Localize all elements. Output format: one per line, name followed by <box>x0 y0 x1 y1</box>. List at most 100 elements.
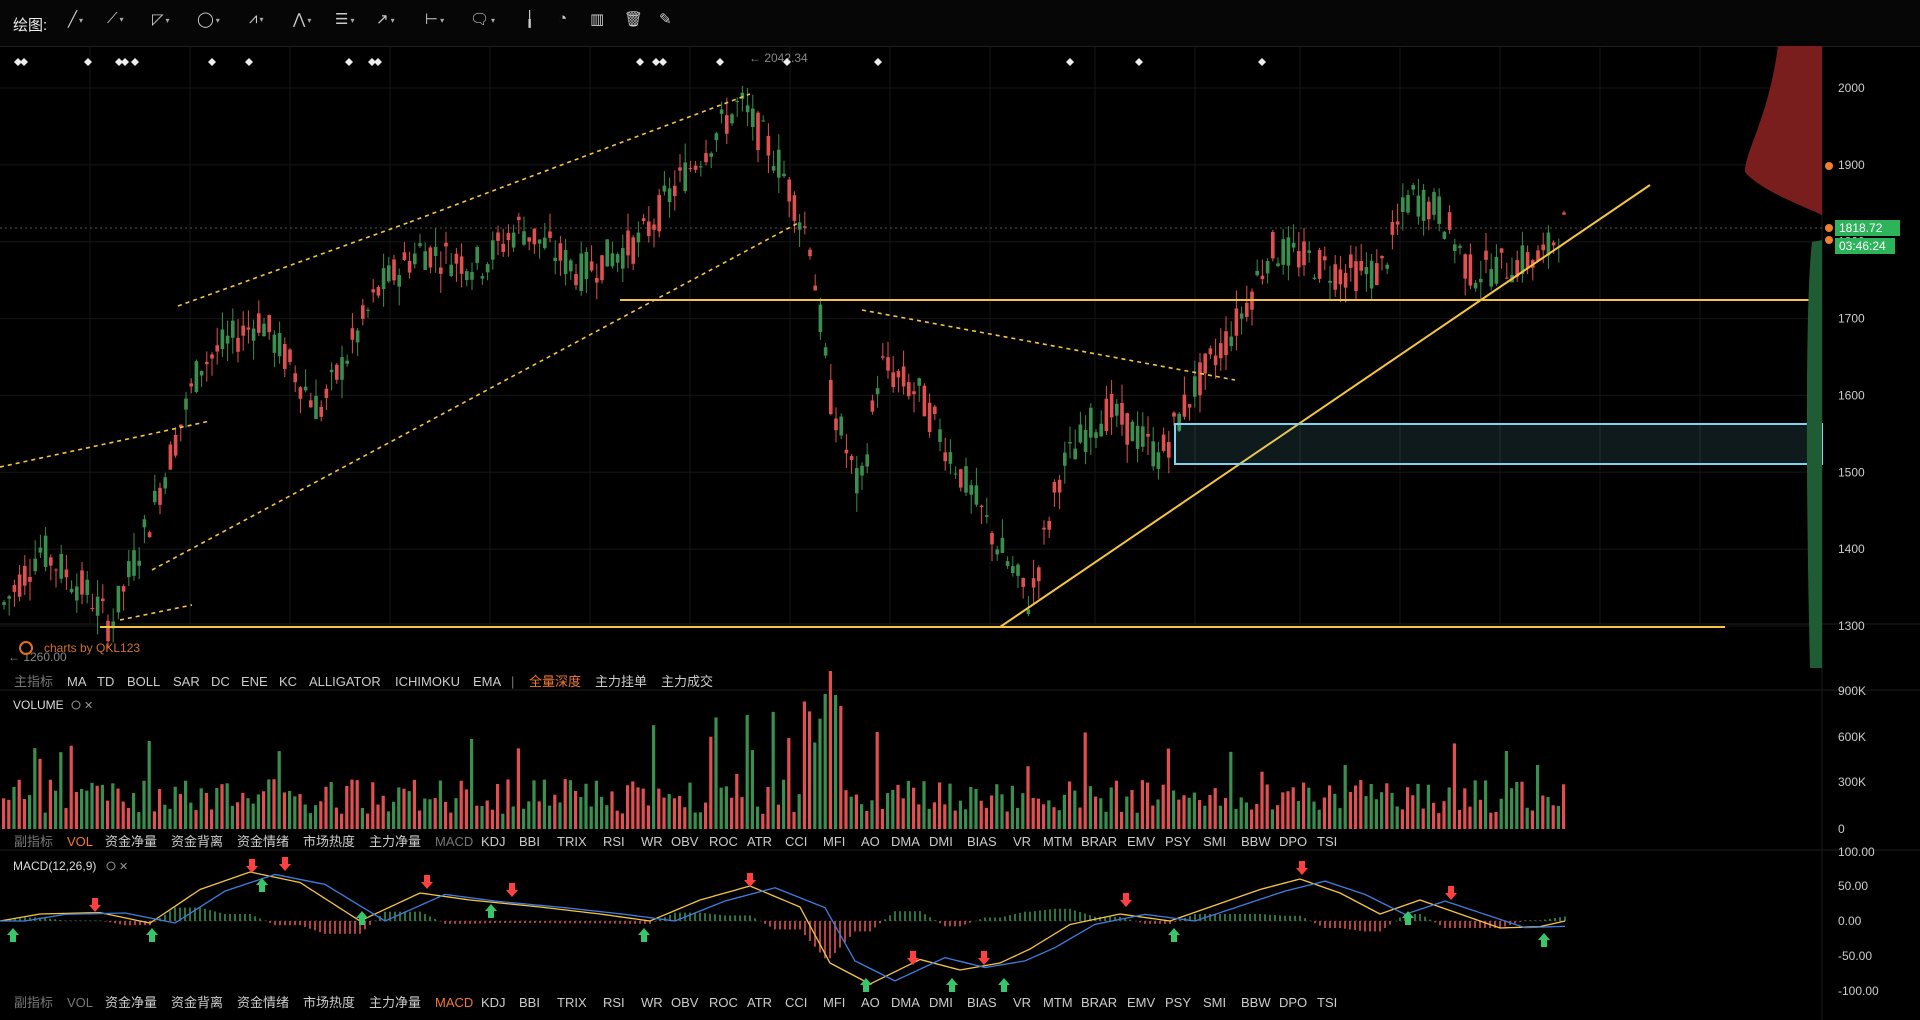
tab-BBW[interactable]: BBW <box>1241 995 1271 1010</box>
chevron-down-icon[interactable]: ▾ <box>350 15 355 25</box>
tab-主力挂单[interactable]: 主力挂单 <box>595 674 647 689</box>
tab-VOL[interactable]: VOL <box>67 995 93 1010</box>
tab-BBW[interactable]: BBW <box>1241 834 1271 849</box>
tab-TSI[interactable]: TSI <box>1317 834 1337 849</box>
tab-BBI[interactable]: BBI <box>519 995 540 1010</box>
tab-|[interactable]: | <box>511 674 514 689</box>
tab-主指标[interactable]: 主指标 <box>14 674 53 689</box>
tab-TD[interactable]: TD <box>97 674 114 689</box>
tab-TSI[interactable]: TSI <box>1317 995 1337 1010</box>
close-icon[interactable]: ✕ <box>119 861 128 873</box>
chevron-down-icon[interactable]: ▾ <box>491 15 496 25</box>
tab-全量深度[interactable]: 全量深度 <box>529 674 581 689</box>
toolbar-tool-pattern-tool[interactable]: ⋀ ▾ <box>293 10 311 36</box>
toolbar-tool-candle-chart[interactable]: ╽ <box>525 10 534 36</box>
tab-EMV[interactable]: EMV <box>1127 834 1156 849</box>
tab-WR[interactable]: WR <box>641 995 663 1010</box>
toolbar-tool-indicator-chart[interactable]: ◔ <box>558 10 567 36</box>
toolbar-tool-arrow-tool[interactable]: ↗ ▾ <box>376 10 395 36</box>
tab-CCI[interactable]: CCI <box>785 995 807 1010</box>
tab-DPO[interactable]: DPO <box>1279 834 1307 849</box>
chevron-down-icon[interactable]: ▾ <box>390 15 395 25</box>
tab-BIAS[interactable]: BIAS <box>967 834 997 849</box>
gear-icon[interactable] <box>71 700 81 710</box>
tab-SMI[interactable]: SMI <box>1203 834 1226 849</box>
tab-资金净量[interactable]: 资金净量 <box>105 995 157 1010</box>
tab-资金净量[interactable]: 资金净量 <box>105 834 157 849</box>
toolbar-tool-ray-tool[interactable]: ⟋ ▾ <box>107 10 124 36</box>
tab-AO[interactable]: AO <box>861 834 880 849</box>
tab-BOLL[interactable]: BOLL <box>127 674 160 689</box>
tab-资金情绪[interactable]: 资金情绪 <box>237 995 289 1010</box>
tab-市场热度[interactable]: 市场热度 <box>303 995 355 1010</box>
tab-EMA[interactable]: EMA <box>473 674 502 689</box>
tab-MTM[interactable]: MTM <box>1043 995 1073 1010</box>
tab-ATR[interactable]: ATR <box>747 834 772 849</box>
tab-BRAR[interactable]: BRAR <box>1081 834 1117 849</box>
tab-TRIX[interactable]: TRIX <box>557 834 587 849</box>
tab-DC[interactable]: DC <box>211 674 230 689</box>
toolbar-tool-pen-lock[interactable]: ✎ <box>659 10 672 36</box>
tab-资金背离[interactable]: 资金背离 <box>171 834 223 849</box>
tab-ROC[interactable]: ROC <box>709 834 738 849</box>
tab-VR[interactable]: VR <box>1013 995 1031 1010</box>
tab-副指标[interactable]: 副指标 <box>14 995 53 1010</box>
tab-RSI[interactable]: RSI <box>603 834 625 849</box>
tab-SAR[interactable]: SAR <box>173 674 200 689</box>
tab-SMI[interactable]: SMI <box>1203 995 1226 1010</box>
tab-MACD[interactable]: MACD <box>435 834 473 849</box>
tab-VOL[interactable]: VOL <box>67 834 93 849</box>
tab-主力净量[interactable]: 主力净量 <box>369 834 421 849</box>
chevron-down-icon[interactable]: ▾ <box>119 14 124 24</box>
toolbar-tool-ellipse-tool[interactable]: ◯ ▾ <box>197 10 220 36</box>
tab-BRAR[interactable]: BRAR <box>1081 995 1117 1010</box>
gear-icon[interactable] <box>106 861 116 871</box>
toolbar-tool-line-tool[interactable]: ╱ ▾ <box>68 10 83 36</box>
chevron-down-icon[interactable]: ▾ <box>440 15 445 25</box>
tab-ROC[interactable]: ROC <box>709 995 738 1010</box>
toolbar-tool-comment-tool[interactable]: 🗨 ▾ <box>470 10 495 36</box>
toolbar-tool-polygon-tool[interactable]: ◸ ▾ <box>152 10 170 36</box>
tab-ATR[interactable]: ATR <box>747 995 772 1010</box>
tab-市场热度[interactable]: 市场热度 <box>303 834 355 849</box>
toolbar-tool-bar-chart[interactable]: ▥ <box>590 10 604 36</box>
tab-OBV[interactable]: OBV <box>671 995 699 1010</box>
tab-MFI[interactable]: MFI <box>823 995 845 1010</box>
tab-ENE[interactable]: ENE <box>241 674 268 689</box>
tab-CCI[interactable]: CCI <box>785 834 807 849</box>
chevron-down-icon[interactable]: ▾ <box>307 15 312 25</box>
tab-ICHIMOKU[interactable]: ICHIMOKU <box>395 674 460 689</box>
tab-BBI[interactable]: BBI <box>519 834 540 849</box>
tab-PSY[interactable]: PSY <box>1165 834 1191 849</box>
tab-AO[interactable]: AO <box>861 995 880 1010</box>
toolbar-tool-fibonacci-tool[interactable]: ☰ ▾ <box>335 10 354 36</box>
tab-主力净量[interactable]: 主力净量 <box>369 995 421 1010</box>
toolbar-tool-measure-tool[interactable]: ⊢ ▾ <box>425 10 444 36</box>
tab-DMA[interactable]: DMA <box>891 834 920 849</box>
tab-KDJ[interactable]: KDJ <box>481 995 506 1010</box>
tab-MACD[interactable]: MACD <box>435 995 473 1010</box>
tab-EMV[interactable]: EMV <box>1127 995 1156 1010</box>
chevron-down-icon[interactable]: ▾ <box>259 14 264 24</box>
tab-VR[interactable]: VR <box>1013 834 1031 849</box>
tab-资金背离[interactable]: 资金背离 <box>171 995 223 1010</box>
tab-主力成交[interactable]: 主力成交 <box>661 674 713 689</box>
chevron-down-icon[interactable]: ▾ <box>165 15 170 25</box>
tab-WR[interactable]: WR <box>641 834 663 849</box>
tab-PSY[interactable]: PSY <box>1165 995 1191 1010</box>
toolbar-tool-trash[interactable]: 🗑 <box>624 10 643 36</box>
tab-OBV[interactable]: OBV <box>671 834 699 849</box>
toolbar-tool-wave-tool[interactable]: ⩘ ▾ <box>249 10 263 36</box>
chevron-down-icon[interactable]: ▾ <box>79 15 84 25</box>
chevron-down-icon[interactable]: ▾ <box>215 15 220 25</box>
tab-DMA[interactable]: DMA <box>891 995 920 1010</box>
tab-副指标[interactable]: 副指标 <box>14 834 53 849</box>
tab-KDJ[interactable]: KDJ <box>481 834 506 849</box>
tab-MFI[interactable]: MFI <box>823 834 845 849</box>
close-icon[interactable]: ✕ <box>84 700 93 712</box>
tab-RSI[interactable]: RSI <box>603 995 625 1010</box>
tab-TRIX[interactable]: TRIX <box>557 995 587 1010</box>
tab-DMI[interactable]: DMI <box>929 995 953 1010</box>
tab-ALLIGATOR[interactable]: ALLIGATOR <box>309 674 381 689</box>
